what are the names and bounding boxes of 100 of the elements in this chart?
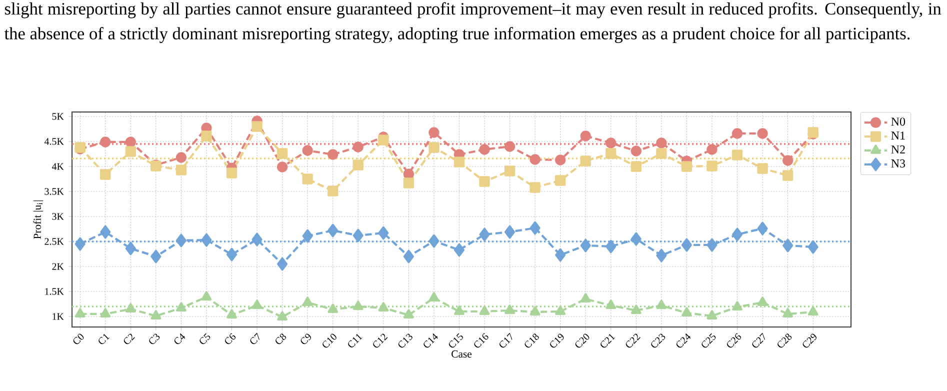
point	[757, 128, 768, 139]
point	[706, 144, 718, 155]
point	[328, 149, 338, 160]
x-tick-label: C10	[322, 334, 336, 348]
x-tick-label: C21	[600, 334, 616, 348]
point	[555, 175, 566, 186]
point	[757, 296, 768, 306]
y-axis-title: Profit |u$_{i}$|	[33, 200, 44, 239]
legend-label: N0	[891, 118, 906, 126]
point	[74, 308, 86, 318]
point	[403, 168, 414, 180]
x-tick-label: C14	[424, 333, 438, 348]
point	[428, 234, 440, 248]
x-tick-label: C18	[524, 334, 539, 348]
point	[580, 238, 591, 252]
y-tick-label: 1.5K	[45, 288, 64, 295]
point	[606, 300, 616, 309]
point	[656, 300, 667, 309]
point	[606, 240, 616, 254]
point	[757, 222, 768, 236]
point	[277, 311, 288, 320]
x-tick-label: C6	[225, 333, 236, 344]
x-tick-label: C28	[778, 334, 792, 348]
x-tick-label: C12	[373, 334, 388, 348]
point	[352, 142, 364, 152]
point	[125, 146, 136, 157]
point	[454, 306, 464, 315]
x-tick-label: C8	[276, 334, 286, 344]
point	[732, 228, 743, 242]
x-tick-label: C13	[398, 334, 412, 348]
legend-label: N1	[891, 132, 905, 140]
point	[428, 142, 440, 153]
point	[681, 161, 692, 172]
point	[504, 225, 516, 239]
point	[732, 150, 743, 160]
point	[74, 237, 86, 251]
y-tick-label: 2K	[52, 263, 64, 270]
point	[706, 238, 718, 252]
point	[252, 232, 262, 246]
point	[352, 160, 364, 170]
point	[530, 221, 540, 235]
point	[125, 242, 136, 256]
point	[530, 306, 540, 316]
point	[656, 148, 667, 159]
point	[504, 304, 516, 314]
point	[580, 130, 591, 142]
y-tick-label: 4.5K	[44, 138, 64, 145]
point	[352, 300, 364, 310]
point	[201, 291, 212, 300]
point	[782, 308, 794, 318]
x-tick-label: C5	[200, 333, 210, 344]
x-tick-label: C29	[802, 334, 816, 348]
point	[479, 306, 490, 315]
x-tick-label: C19	[550, 334, 564, 348]
point	[328, 224, 338, 238]
point	[555, 248, 566, 262]
x-tick-label: C2	[124, 334, 135, 344]
point	[176, 302, 186, 312]
point	[732, 301, 742, 310]
point	[630, 146, 642, 156]
point	[252, 121, 262, 132]
point	[681, 238, 692, 252]
point	[352, 228, 364, 242]
point	[479, 176, 490, 187]
point	[100, 308, 111, 318]
y-tick-label: 4K	[52, 163, 64, 170]
x-tick-label: C7	[250, 332, 260, 344]
point	[630, 161, 642, 172]
x-tick-label: C16	[474, 333, 488, 348]
point	[428, 127, 440, 138]
x-tick-label: C0	[73, 334, 84, 344]
x-tick-label: C3	[149, 334, 160, 344]
point	[302, 229, 313, 243]
point	[530, 182, 540, 193]
point	[100, 169, 111, 180]
legend-label: N3	[891, 159, 906, 168]
point	[782, 238, 794, 252]
point	[479, 144, 490, 155]
y-tick-label: 1K	[52, 313, 64, 320]
point	[732, 128, 743, 139]
point	[328, 186, 338, 196]
point	[580, 156, 591, 166]
point	[176, 234, 186, 248]
point	[150, 310, 162, 320]
point	[378, 134, 389, 146]
point	[100, 136, 111, 148]
point	[757, 163, 768, 174]
x-tick-label: C20	[575, 334, 590, 348]
x-axis-title: Case	[452, 350, 472, 358]
point	[100, 225, 111, 239]
x-tick-label: C17	[500, 332, 512, 348]
point	[479, 228, 490, 242]
x-tick-label: C27	[752, 332, 765, 348]
y-tick-label: 3.5K	[44, 188, 64, 195]
point	[630, 232, 642, 246]
point	[302, 174, 313, 184]
point	[656, 248, 667, 262]
y-tick-label: 5K	[52, 113, 64, 120]
point	[378, 226, 389, 240]
point	[378, 302, 389, 312]
